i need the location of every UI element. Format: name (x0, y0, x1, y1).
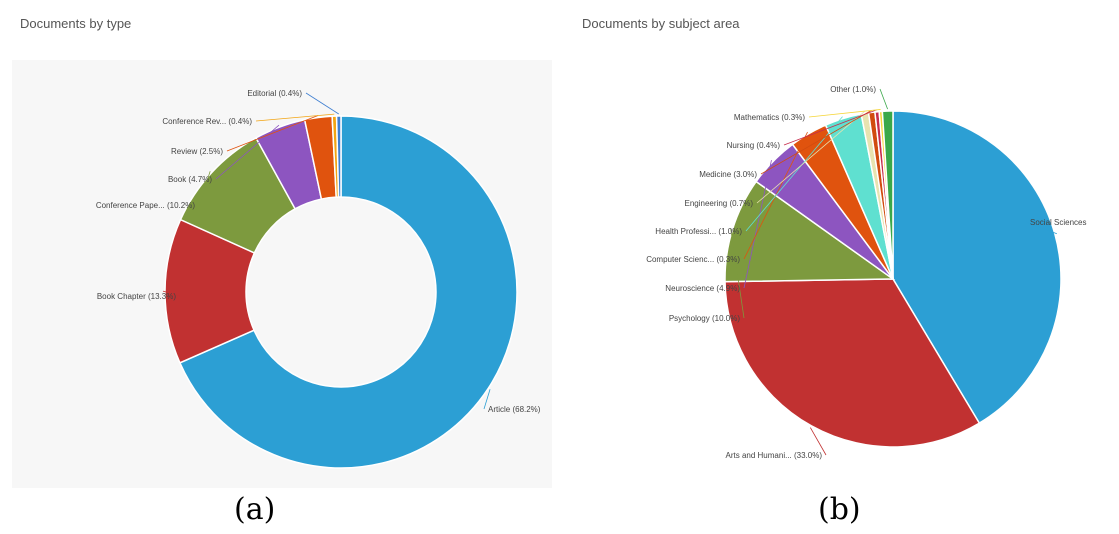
slice-label-social-sciences: Social Sciences (1030, 218, 1086, 227)
leader-line (730, 228, 745, 319)
leader-line (305, 92, 339, 115)
leader-line (879, 88, 888, 110)
slice-label-mathematics: Mathematics (0.3%) (734, 113, 805, 122)
leader-line (745, 116, 843, 232)
leader-line (1025, 221, 1057, 235)
slice-label-review: Review (2.5%) (171, 147, 223, 156)
slice-label-health-professi: Health Professi... (1.0%) (655, 227, 742, 236)
slice-label-editorial: Editorial (0.4%) (247, 89, 302, 98)
slice-label-conference-pape: Conference Pape... (10.2%) (96, 201, 196, 210)
leader-line (162, 290, 181, 297)
pie-slice-arts-and-humani[interactable] (724, 278, 981, 448)
leader-line (483, 389, 491, 410)
slice-label-book-chapter: Book Chapter (13.3%) (97, 292, 176, 301)
slice-label-computer-scienc: Computer Scienc... (0.3%) (646, 255, 740, 264)
slice-label-conference-rev: Conference Rev... (0.4%) (162, 117, 252, 126)
leader-line (809, 427, 827, 456)
chart-title: Documents by subject area (582, 16, 740, 31)
figure-caption: (a) (234, 492, 276, 527)
leader-line (808, 109, 881, 118)
slice-label-engineering: Engineering (0.7%) (685, 199, 754, 208)
leader-line (198, 171, 211, 206)
chart-panel-b: Documents by subject area Social Science… (560, 0, 1119, 534)
slice-label-other: Other (1.0%) (830, 85, 876, 94)
slice-label-article: Article (68.2%) (488, 405, 541, 414)
pie-slice-editorial[interactable] (335, 115, 342, 198)
pie-slice-article[interactable] (178, 115, 518, 469)
chart-panel-a: Documents by type Article (68.2%) Book Ch… (20, 16, 541, 527)
pie-chart-documents-by-subject-area: Social Sciences Arts and Humani... (33.0%… (646, 85, 1086, 460)
leader-line (756, 111, 865, 204)
slice-label-book: Book (4.7%) (168, 175, 212, 184)
pie-slice-other[interactable] (881, 110, 894, 280)
leader-line (783, 109, 877, 146)
leader-line (226, 115, 319, 152)
chart-title: Documents by type (20, 16, 132, 31)
figure-caption: (b) (818, 492, 861, 527)
leader-line (215, 124, 280, 180)
donut-chart-documents-by-type: Article (68.2%) Book Chapter (13.3%) Confe… (96, 89, 541, 469)
leader-line (255, 113, 335, 122)
slice-label-arts-and-humani: Arts and Humani... (33.0%) (726, 451, 823, 460)
slice-label-medicine: Medicine (3.0%) (699, 170, 757, 179)
slice-label-nursing: Nursing (0.4%) (727, 141, 781, 150)
slice-label-neuroscience: Neuroscience (4.9%) (665, 284, 740, 293)
leader-line (760, 110, 872, 175)
slice-label-psychology: Psychology (10.0%) (669, 314, 740, 323)
leader-line (743, 160, 772, 289)
pie-slice-social-sciences[interactable] (892, 110, 1062, 425)
